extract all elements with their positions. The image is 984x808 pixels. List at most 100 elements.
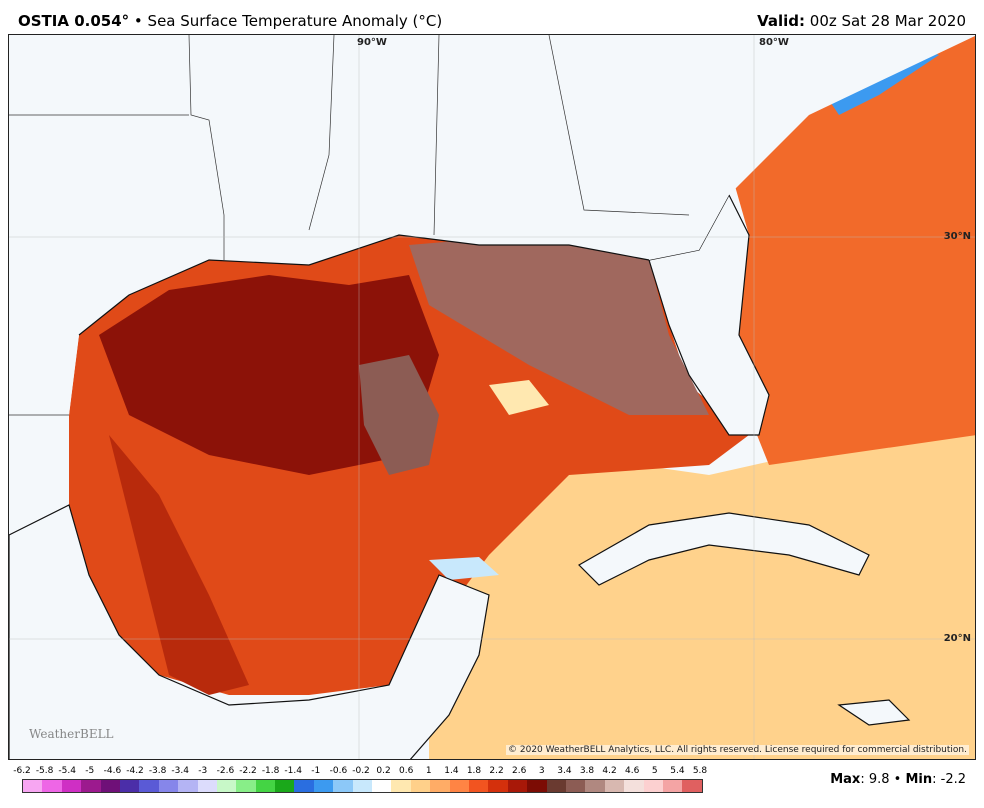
legend-label: -5.4 (58, 766, 76, 776)
us-coastline (78, 234, 650, 336)
max-label: Max (830, 772, 861, 787)
legend-label: 2.6 (512, 766, 527, 776)
legend-label: -5 (85, 766, 95, 776)
legend-label: 3 (538, 766, 545, 776)
model-name: OSTIA 0.054 (18, 12, 122, 30)
loop-current-eddy (359, 355, 439, 475)
cuba (578, 512, 870, 586)
western-gulf-warm (109, 435, 249, 695)
lat-label-30n: 30°N (943, 231, 971, 242)
legend-label: -4.6 (103, 766, 122, 776)
copyright-notice: © 2020 WeatherBELL Analytics, LLC. All r… (506, 745, 969, 755)
legend-label: -5.8 (35, 766, 54, 776)
legend-swatch (216, 780, 237, 792)
map-title: OSTIA 0.054° • Sea Surface Temperature A… (18, 12, 442, 30)
legend-label: -1.4 (284, 766, 302, 776)
legend-swatch (42, 780, 62, 792)
legend-label: 2.2 (489, 766, 504, 776)
legend-label: 5 (651, 766, 658, 776)
legend-label: 1 (425, 766, 432, 776)
legend-label: -3 (198, 766, 208, 776)
jamaica (837, 699, 911, 726)
united-states (9, 35, 975, 415)
legend-swatch (410, 780, 431, 792)
legend-label: -1.8 (261, 766, 280, 776)
legend-swatch (352, 780, 373, 792)
lat-label-20n: 20°N (943, 633, 971, 644)
legend-swatch (158, 780, 179, 792)
legend-swatch (81, 780, 101, 792)
legend-swatch (468, 780, 489, 792)
legend-swatch (565, 780, 586, 792)
legend-label: 4.2 (602, 766, 617, 776)
legend-swatch (100, 780, 120, 792)
legend-swatch (294, 780, 314, 792)
northern-gulf-anomaly (99, 275, 439, 475)
legend-label: -0.2 (352, 766, 370, 776)
color-legend: -6.2 -5.8 -5.4 -5 -4.6 -4.2 -3.8 -3.4 -3 -2.6 -2.2… (13, 766, 707, 793)
legend-swatch (23, 780, 43, 792)
legend-label: -6.2 (13, 766, 31, 776)
weatherbell-logo: WeatherBELL (29, 727, 114, 741)
legend-swatch (682, 780, 702, 792)
legend-swatch (449, 780, 469, 792)
header: OSTIA 0.054° • Sea Surface Temperature A… (0, 0, 984, 34)
legend-swatch (527, 780, 547, 792)
legend-label: 3.4 (557, 766, 572, 776)
legend-label: 4.6 (625, 766, 640, 776)
legend-label: 3.8 (579, 766, 595, 776)
map-panel: 90°W 80°W 30°N 20°N WeatherBELL © 2020 W… (8, 34, 976, 760)
legend-swatch (178, 780, 198, 792)
legend-swatch (372, 780, 392, 792)
legend-swatch (313, 780, 334, 792)
valid-value: 00z Sat 28 Mar 2020 (809, 12, 966, 30)
legend-swatch (643, 780, 663, 792)
yucatan-cool-spot (429, 557, 499, 580)
legend-label: 1.8 (466, 766, 482, 776)
legend-label: 5.8 (692, 766, 708, 776)
legend-label: -3.4 (171, 766, 189, 776)
graticule (9, 35, 975, 759)
anomaly-map (9, 35, 975, 759)
legend-swatch (255, 780, 276, 792)
min-value: -2.2 (940, 772, 966, 787)
legend-swatch (624, 780, 644, 792)
shelf-anomaly (409, 235, 709, 415)
legend-swatch (488, 780, 508, 792)
legend-swatch (119, 780, 140, 792)
stats-separator: • (889, 772, 906, 787)
max-min-stats: Max: 9.8 • Min: -2.2 (830, 772, 966, 787)
legend-swatch (275, 780, 295, 792)
degree-symbol: ° (121, 12, 130, 30)
legend-swatch (236, 780, 256, 792)
legend-label: 5.4 (670, 766, 685, 776)
legend-swatch (333, 780, 353, 792)
lon-label-80w: 80°W (759, 37, 789, 48)
legend-swatch (604, 780, 625, 792)
legend-swatch (507, 780, 528, 792)
valid-label: Valid: (757, 12, 806, 30)
legend-swatch (391, 780, 411, 792)
legend-swatch (139, 780, 159, 792)
legend-swatch (197, 780, 217, 792)
legend-label: -2.6 (216, 766, 235, 776)
valid-time: Valid: 00z Sat 28 Mar 2020 (757, 12, 966, 30)
legend-label: 1.4 (444, 766, 459, 776)
legend-swatch (662, 780, 683, 792)
caribbean-sea (429, 415, 975, 759)
min-label: Min (905, 772, 933, 787)
legend-label: -1 (311, 766, 321, 776)
legend-label: 0.6 (399, 766, 414, 776)
variable-name: Sea Surface Temperature Anomaly (°C) (147, 12, 443, 30)
cool-spot (489, 380, 549, 415)
legend-label: -3.8 (148, 766, 167, 776)
legend-label: -4.2 (126, 766, 144, 776)
legend-swatch (585, 780, 605, 792)
legend-swatch (61, 780, 82, 792)
legend-color-bar (22, 779, 703, 793)
legend-label: -2.2 (239, 766, 257, 776)
legend-labels: -6.2 -5.8 -5.4 -5 -4.6 -4.2 -3.8 -3.4 -3 -2.6 -2.2… (13, 766, 707, 778)
state-borders (9, 35, 690, 416)
lon-label-90w: 90°W (357, 37, 387, 48)
legend-swatch (430, 780, 450, 792)
